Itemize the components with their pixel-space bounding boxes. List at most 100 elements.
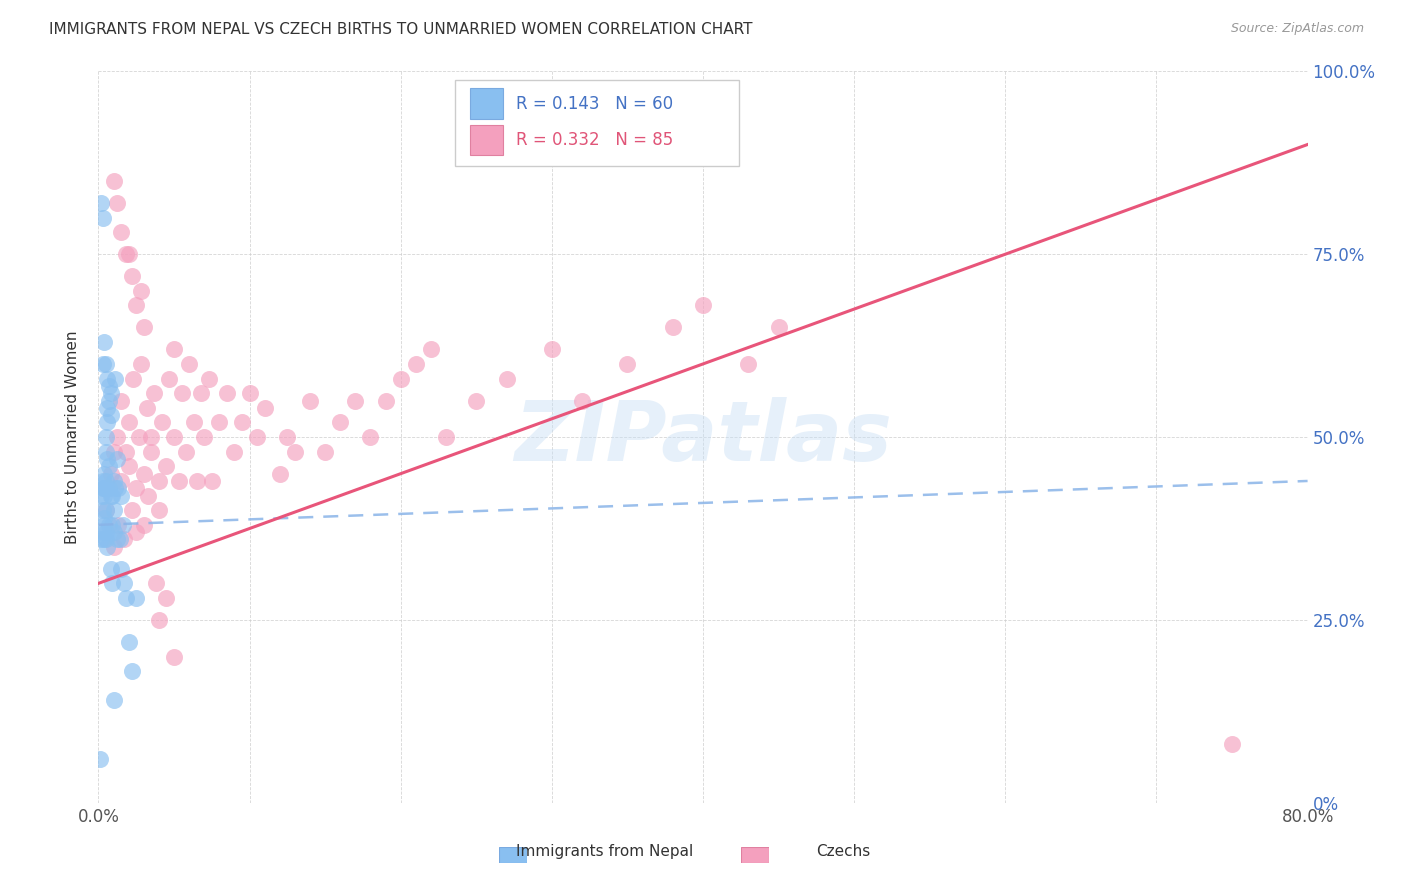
Point (571, 393, 593, 408)
Point (190, 386, 212, 401)
Point (110, 474, 132, 488)
Y-axis label: Births to Unmarried Women: Births to Unmarried Women (65, 330, 80, 544)
Point (105, 196, 128, 211)
Point (91, 525, 114, 540)
Point (90, 533, 112, 547)
Point (94, 525, 117, 540)
Point (110, 393, 132, 408)
Point (100, 408, 122, 422)
Text: R = 0.143   N = 60: R = 0.143 N = 60 (516, 95, 672, 112)
Point (98, 517, 121, 532)
Point (118, 416, 141, 430)
Text: ZIPatlas: ZIPatlas (515, 397, 891, 477)
FancyBboxPatch shape (470, 125, 503, 155)
Point (103, 693, 125, 707)
Point (96, 452, 118, 467)
Point (110, 562, 132, 576)
Point (98, 481, 121, 495)
Point (110, 225, 132, 239)
Point (118, 459, 141, 474)
Point (112, 533, 135, 547)
Text: IMMIGRANTS FROM NEPAL VS CZECH BIRTHS TO UNMARRIED WOMEN CORRELATION CHART: IMMIGRANTS FROM NEPAL VS CZECH BIRTHS TO… (49, 22, 752, 37)
Point (276, 430, 298, 444)
Point (118, 247, 141, 261)
Point (93, 467, 115, 481)
Point (114, 591, 136, 605)
Point (239, 386, 262, 401)
Point (163, 649, 186, 664)
Point (163, 430, 186, 444)
Point (145, 576, 167, 591)
Point (150, 416, 173, 430)
Point (103, 444, 125, 458)
Point (104, 371, 127, 385)
Point (284, 444, 307, 458)
Point (107, 517, 129, 532)
Text: Source: ZipAtlas.com: Source: ZipAtlas.com (1230, 22, 1364, 36)
Point (143, 386, 166, 401)
Point (215, 386, 238, 401)
Point (105, 452, 128, 467)
Point (155, 459, 177, 474)
Point (89, 752, 111, 766)
Point (183, 416, 205, 430)
Point (174, 444, 197, 458)
Point (93, 510, 115, 524)
Point (132, 467, 155, 481)
Point (110, 489, 132, 503)
FancyBboxPatch shape (470, 88, 503, 119)
Point (100, 562, 122, 576)
Point (122, 371, 145, 385)
Point (101, 489, 124, 503)
Point (224, 444, 246, 458)
Point (100, 489, 122, 503)
Point (105, 430, 128, 444)
Point (129, 284, 152, 298)
Point (93, 533, 115, 547)
Point (94, 503, 117, 517)
Point (96, 401, 118, 415)
Point (129, 357, 152, 371)
Point (118, 635, 141, 649)
Point (737, 357, 759, 371)
Point (103, 503, 125, 517)
Point (103, 174, 125, 188)
Point (96, 371, 118, 385)
Point (193, 430, 215, 444)
Point (405, 357, 427, 371)
Point (121, 664, 143, 678)
Point (186, 474, 208, 488)
Point (90, 489, 112, 503)
Point (94, 533, 117, 547)
Point (360, 430, 382, 444)
Point (91, 481, 114, 495)
Point (201, 474, 224, 488)
Point (253, 401, 276, 415)
Point (141, 430, 163, 444)
Point (90, 196, 112, 211)
Point (125, 481, 148, 495)
Point (128, 430, 150, 444)
Point (107, 481, 129, 495)
Point (167, 474, 190, 488)
Point (1220, 737, 1243, 751)
Point (94, 503, 117, 517)
Point (101, 576, 124, 591)
Point (148, 613, 170, 627)
Point (136, 489, 159, 503)
Point (112, 576, 135, 591)
Point (329, 416, 352, 430)
Point (93, 489, 115, 503)
Point (540, 343, 562, 357)
Point (231, 416, 253, 430)
Point (121, 503, 143, 517)
Point (768, 320, 790, 334)
Point (125, 591, 148, 605)
Point (94, 474, 117, 488)
Point (616, 357, 638, 371)
Point (114, 247, 136, 261)
Point (101, 517, 124, 532)
Point (692, 298, 714, 312)
Point (495, 371, 517, 385)
Point (96, 540, 118, 554)
